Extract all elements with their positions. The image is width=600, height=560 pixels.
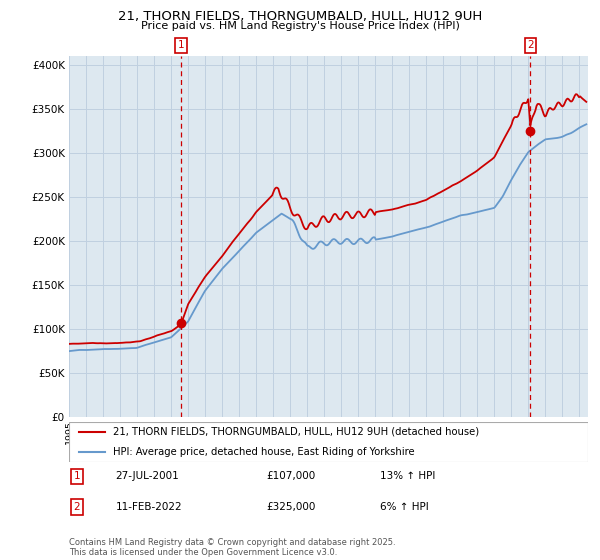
Text: HPI: Average price, detached house, East Riding of Yorkshire: HPI: Average price, detached house, East… xyxy=(113,447,415,457)
Text: 27-JUL-2001: 27-JUL-2001 xyxy=(116,472,179,482)
Text: 1: 1 xyxy=(178,40,184,50)
Text: 21, THORN FIELDS, THORNGUMBALD, HULL, HU12 9UH: 21, THORN FIELDS, THORNGUMBALD, HULL, HU… xyxy=(118,10,482,22)
Text: Contains HM Land Registry data © Crown copyright and database right 2025.
This d: Contains HM Land Registry data © Crown c… xyxy=(69,538,395,557)
Text: 21, THORN FIELDS, THORNGUMBALD, HULL, HU12 9UH (detached house): 21, THORN FIELDS, THORNGUMBALD, HULL, HU… xyxy=(113,427,479,437)
Text: 1: 1 xyxy=(73,472,80,482)
Text: £107,000: £107,000 xyxy=(266,472,316,482)
Text: 6% ↑ HPI: 6% ↑ HPI xyxy=(380,502,429,512)
Text: 13% ↑ HPI: 13% ↑ HPI xyxy=(380,472,436,482)
Text: 2: 2 xyxy=(73,502,80,512)
Text: 2: 2 xyxy=(527,40,534,50)
Text: Price paid vs. HM Land Registry's House Price Index (HPI): Price paid vs. HM Land Registry's House … xyxy=(140,21,460,31)
Text: 11-FEB-2022: 11-FEB-2022 xyxy=(116,502,182,512)
Text: £325,000: £325,000 xyxy=(266,502,316,512)
